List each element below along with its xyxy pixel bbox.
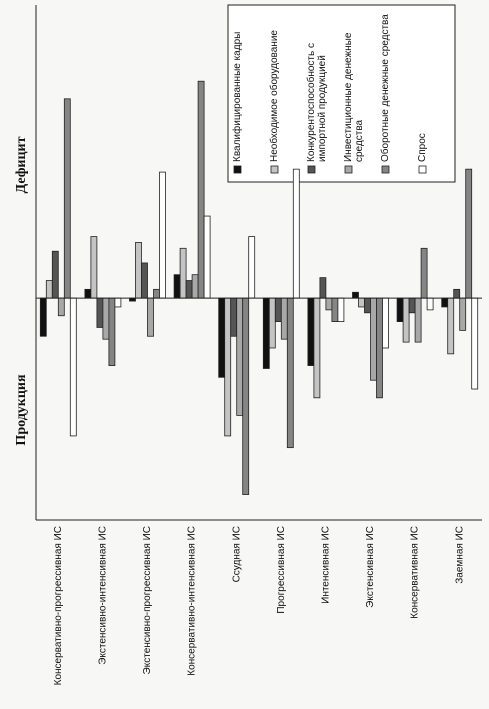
- bar: [286, 297, 294, 449]
- legend-box: [227, 4, 456, 183]
- bar: [292, 168, 300, 299]
- legend-label: Оборотные денежные средства: [380, 14, 391, 162]
- bar: [280, 297, 288, 340]
- bar: [90, 236, 98, 299]
- bar: [39, 297, 47, 337]
- bar: [114, 297, 122, 308]
- legend-swatch: [418, 165, 427, 174]
- bar: [274, 297, 282, 322]
- bar: [414, 297, 422, 343]
- bar: [51, 250, 59, 299]
- bar: [364, 297, 371, 314]
- bar: [197, 80, 205, 299]
- bar: [191, 274, 199, 299]
- bar: [426, 297, 434, 311]
- bar: [358, 297, 365, 308]
- bar: [402, 297, 410, 343]
- bar: [396, 297, 404, 322]
- x-tick-label: Экстенсивно-интенсивная ИС: [98, 526, 109, 665]
- x-tick-label: Заемная ИС: [454, 526, 465, 584]
- bar: [57, 297, 65, 317]
- bar: [319, 277, 327, 299]
- bar: [441, 297, 449, 308]
- bar: [242, 297, 250, 495]
- bar: [69, 297, 77, 437]
- bar: [331, 297, 339, 322]
- bar: [465, 168, 473, 299]
- bar: [352, 291, 359, 299]
- legend-swatch: [344, 165, 353, 174]
- x-tick-label: Ссудная ИС: [231, 526, 242, 582]
- bar: [325, 297, 333, 311]
- bar: [420, 247, 428, 299]
- bar: [218, 297, 226, 378]
- bar: [262, 297, 270, 369]
- legend-swatch: [233, 165, 242, 174]
- bar: [230, 297, 238, 337]
- bar: [459, 297, 467, 331]
- bar: [453, 288, 461, 299]
- bar: [224, 297, 232, 437]
- bar: [408, 297, 416, 314]
- bar: [268, 297, 276, 349]
- bar: [84, 288, 92, 299]
- bar: [203, 215, 211, 299]
- legend-label: Спрос: [417, 133, 428, 162]
- bar: [45, 280, 53, 299]
- bar: [173, 274, 181, 299]
- bar: [102, 297, 110, 340]
- x-tick-label: Консервативно-интенсивная ИС: [187, 526, 198, 676]
- bar: [236, 297, 244, 416]
- legend-label: Конкурентоспособность с импортной продук…: [306, 43, 328, 162]
- legend-label: Квалифицированные кадры: [232, 31, 243, 162]
- annotation: Продукция: [14, 374, 29, 446]
- bar: [108, 297, 116, 366]
- bar: [447, 297, 455, 355]
- bar: [376, 297, 383, 399]
- legend-label: Инвестиционные денежные средства: [343, 32, 365, 162]
- x-tick-label: Прогрессивная ИС: [276, 526, 287, 614]
- bar: [382, 297, 389, 349]
- bar: [96, 297, 104, 328]
- legend-label: Необходимое оборудование: [269, 30, 280, 162]
- bar: [307, 297, 315, 366]
- bar: [313, 297, 321, 399]
- bar: [337, 297, 345, 322]
- legend-swatch: [307, 165, 316, 174]
- bar: [185, 280, 193, 299]
- bar: [370, 297, 377, 381]
- bar: [179, 247, 187, 299]
- x-tick-label: Экстенсивно-прогрессивная ИС: [142, 526, 153, 674]
- x-tick-label: Консервативная ИС: [410, 526, 421, 619]
- bar: [471, 297, 479, 390]
- annotation: Дефицит: [14, 136, 29, 193]
- bar: [248, 236, 256, 299]
- legend-swatch: [270, 165, 279, 174]
- bar: [147, 297, 154, 337]
- bar: [141, 262, 148, 299]
- legend-swatch: [381, 165, 390, 174]
- x-tick-label: Интенсивная ИС: [321, 526, 332, 604]
- bar: [135, 242, 142, 299]
- bar: [159, 171, 166, 299]
- x-tick-label: Консервативно-прогрессивная ИС: [53, 526, 64, 685]
- bar: [63, 98, 71, 299]
- x-tick-label: Экстенсивная ИС: [365, 526, 376, 608]
- bar: [153, 288, 160, 299]
